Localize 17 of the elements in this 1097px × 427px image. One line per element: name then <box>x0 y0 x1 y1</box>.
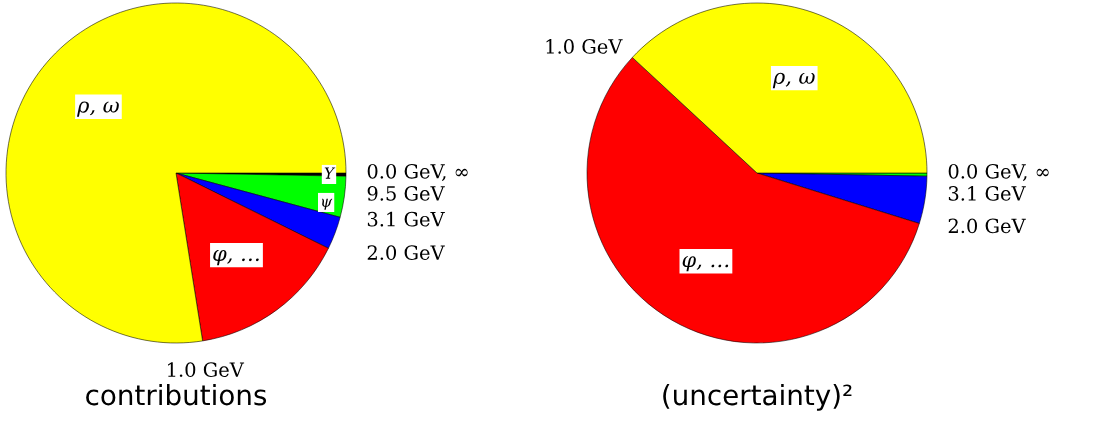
text: 1.0 GeV <box>168 362 245 377</box>
text: 2.0 GeV <box>948 218 1026 234</box>
text: 0.0 GeV, ∞ <box>367 163 468 182</box>
text: 2.0 GeV <box>367 245 445 260</box>
text: 3.1 GeV <box>367 211 445 227</box>
text: 3.1 GeV <box>948 186 1026 201</box>
slice-label: φ, … <box>682 256 729 272</box>
text: contributions <box>86 383 267 406</box>
text: (uncertainty)² <box>663 383 852 411</box>
text: 0.0 GeV, ∞ <box>948 163 1049 182</box>
slice-label: ρ, ω <box>772 72 815 89</box>
slice-label: ψ <box>322 198 333 210</box>
text: 9.5 GeV <box>367 186 445 201</box>
slice-label: φ, … <box>213 250 259 266</box>
slice-label: Υ <box>324 167 336 179</box>
text: 1.0 GeV <box>546 39 623 54</box>
slice-label: ρ, ω <box>77 101 119 117</box>
